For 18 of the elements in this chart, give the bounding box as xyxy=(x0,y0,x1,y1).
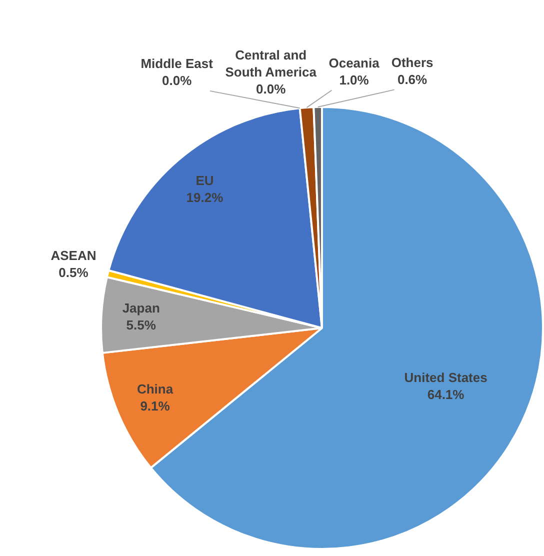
text: 0.0% xyxy=(256,82,286,97)
slice-label: United States xyxy=(404,370,488,385)
data-label: 19.2% xyxy=(186,190,224,205)
data-label: 0.6% xyxy=(397,72,428,87)
data-label: 1.0% xyxy=(339,72,370,88)
category-label: Middle East xyxy=(140,56,213,72)
data-label: 9.1% xyxy=(140,398,170,414)
slice-label: China xyxy=(136,381,174,396)
slice-label: Oceania xyxy=(328,55,380,70)
slice-label: EU xyxy=(196,172,214,188)
slice-label: Japan xyxy=(122,300,160,316)
data-label: 64.1% xyxy=(427,386,465,402)
data-label: 0.5% xyxy=(58,265,89,280)
text: 0.0% xyxy=(162,73,192,88)
data-label: 5.5% xyxy=(126,317,156,332)
slice-label: Others xyxy=(391,54,434,70)
category-label: Central and South America xyxy=(225,48,316,80)
slice-label: ASEAN xyxy=(50,248,96,264)
